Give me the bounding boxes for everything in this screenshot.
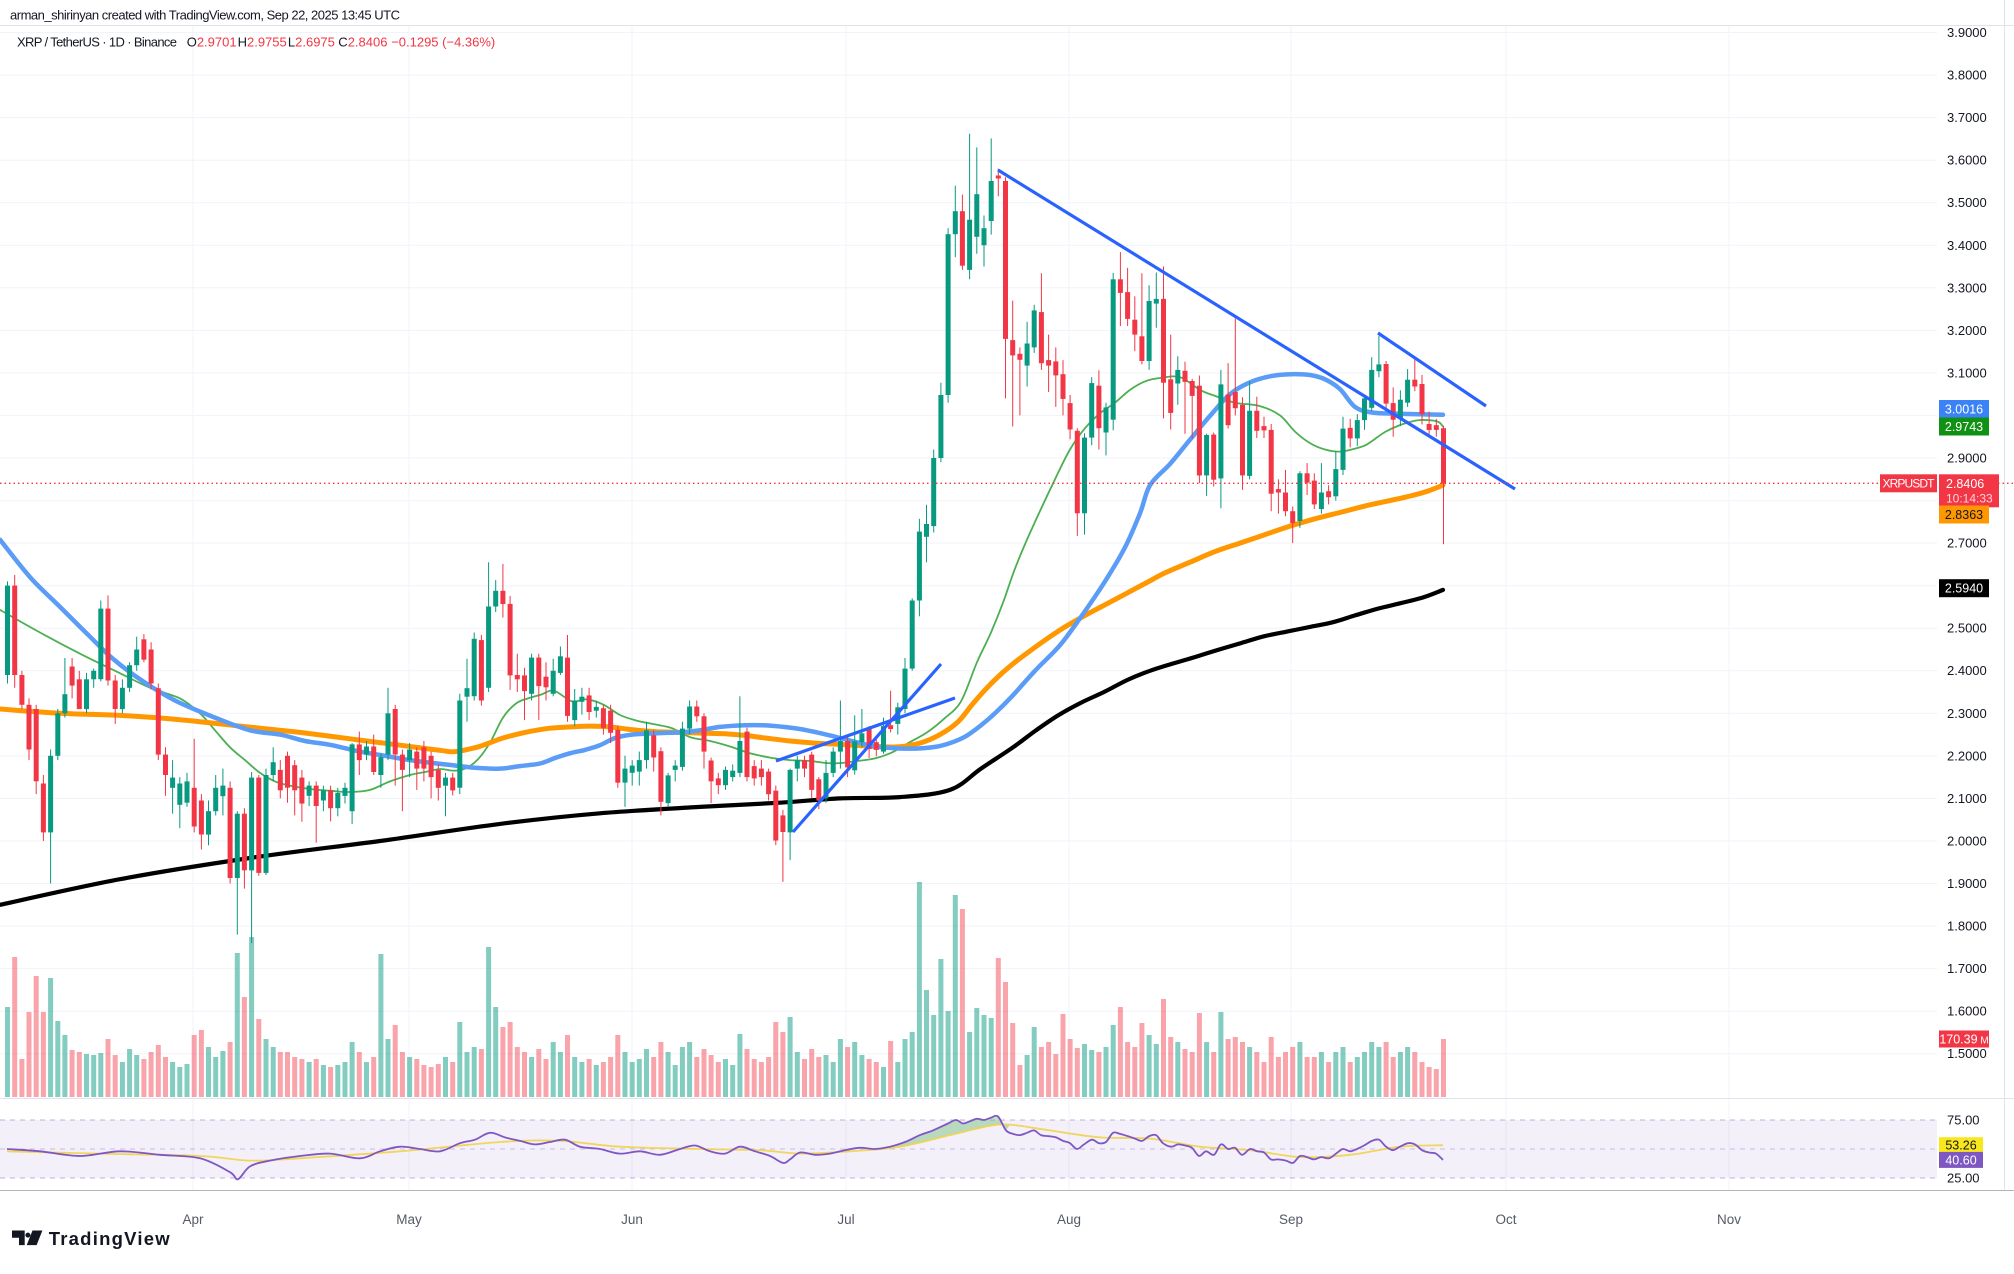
svg-text:53.26: 53.26 <box>1945 1139 1976 1153</box>
svg-text:1.7000: 1.7000 <box>1947 961 1987 976</box>
svg-text:1.6000: 1.6000 <box>1947 1004 1987 1019</box>
svg-text:3.2000: 3.2000 <box>1947 323 1987 338</box>
svg-text:2.5940: 2.5940 <box>1945 582 1983 596</box>
svg-text:XRPUSDT: XRPUSDT <box>1883 477 1936 491</box>
svg-text:2.2000: 2.2000 <box>1947 748 1987 763</box>
svg-text:3.7000: 3.7000 <box>1947 110 1987 125</box>
svg-text:3.0016: 3.0016 <box>1945 403 1983 417</box>
svg-text:25.00: 25.00 <box>1947 1171 1980 1186</box>
svg-text:1.8000: 1.8000 <box>1947 919 1987 934</box>
svg-text:Jun: Jun <box>621 1212 643 1227</box>
svg-text:2.0000: 2.0000 <box>1947 834 1987 849</box>
svg-text:2.1000: 2.1000 <box>1947 791 1987 806</box>
svg-text:XRP / TetherUS · 1D · Binance: XRP / TetherUS · 1D · Binance <box>17 35 177 50</box>
svg-text:TradingView: TradingView <box>49 1228 171 1249</box>
svg-text:2.4000: 2.4000 <box>1947 663 1987 678</box>
svg-text:2.9000: 2.9000 <box>1947 451 1987 466</box>
svg-text:3.3000: 3.3000 <box>1947 280 1987 295</box>
svg-text:2.7000: 2.7000 <box>1947 536 1987 551</box>
svg-text:2.8363: 2.8363 <box>1945 508 1983 522</box>
svg-text:40.60: 40.60 <box>1945 1153 1976 1167</box>
svg-text:3.4000: 3.4000 <box>1947 238 1987 253</box>
svg-text:O2.9701: O2.9701 <box>187 35 237 50</box>
svg-text:Aug: Aug <box>1057 1212 1081 1227</box>
svg-text:3.8000: 3.8000 <box>1947 68 1987 83</box>
svg-text:2.8406: 2.8406 <box>1946 477 1984 491</box>
svg-text:2.9743: 2.9743 <box>1945 420 1983 434</box>
svg-text:2.5000: 2.5000 <box>1947 621 1987 636</box>
svg-text:arman_shirinyan created with T: arman_shirinyan created with TradingView… <box>10 8 400 23</box>
svg-text:May: May <box>396 1212 422 1227</box>
svg-text:−0.1295 (−4.36%): −0.1295 (−4.36%) <box>391 35 495 50</box>
svg-text:3.6000: 3.6000 <box>1947 153 1987 168</box>
svg-text:10:14:33: 10:14:33 <box>1946 491 1993 505</box>
svg-text:Jul: Jul <box>837 1212 854 1227</box>
svg-text:3.1000: 3.1000 <box>1947 365 1987 380</box>
svg-text:170.39 M: 170.39 M <box>1939 1033 1988 1047</box>
svg-text:H2.9755: H2.9755 <box>238 35 287 50</box>
svg-text:3.9000: 3.9000 <box>1947 25 1987 40</box>
svg-text:L2.6975: L2.6975 <box>288 35 335 50</box>
svg-text:Oct: Oct <box>1495 1212 1516 1227</box>
svg-text:3.5000: 3.5000 <box>1947 195 1987 210</box>
svg-text:1.9000: 1.9000 <box>1947 876 1987 891</box>
svg-text:Nov: Nov <box>1717 1212 1741 1227</box>
svg-text:Sep: Sep <box>1279 1212 1303 1227</box>
svg-text:75.00: 75.00 <box>1947 1113 1980 1128</box>
svg-text:C2.8406: C2.8406 <box>338 35 387 50</box>
svg-text:2.3000: 2.3000 <box>1947 706 1987 721</box>
svg-text:1.5000: 1.5000 <box>1947 1046 1987 1061</box>
svg-text:Apr: Apr <box>182 1212 204 1227</box>
